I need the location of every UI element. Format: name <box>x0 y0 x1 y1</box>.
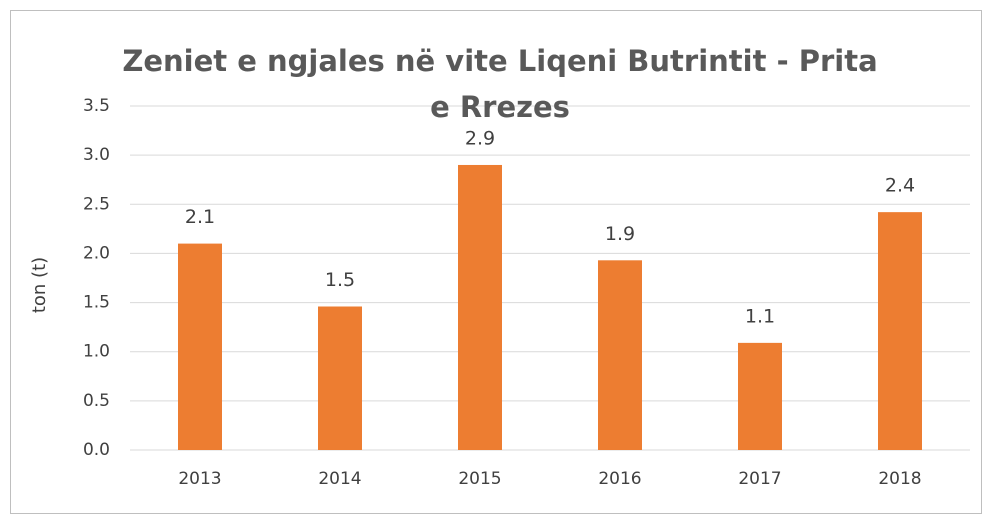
y-axis-label: ton (t) <box>29 257 50 313</box>
data-label: 2.4 <box>885 175 915 197</box>
chart-border <box>10 10 982 514</box>
y-tick-label: 2.0 <box>83 243 110 263</box>
bar <box>738 342 782 450</box>
y-tick-label: 0.5 <box>83 391 110 411</box>
y-tick-label: 3.0 <box>83 145 110 165</box>
bar <box>178 243 222 450</box>
y-tick-label: 1.5 <box>83 293 110 313</box>
y-tick-label: 1.0 <box>83 342 110 362</box>
chart-title: Zeniet e ngjales në vite Liqeni Butrinti… <box>122 44 878 124</box>
x-tick-label: 2014 <box>318 469 361 489</box>
y-tick-label: 2.5 <box>83 194 110 214</box>
bar <box>458 164 502 450</box>
bar <box>878 212 922 450</box>
data-label: 2.1 <box>185 206 215 228</box>
x-tick-label: 2013 <box>178 469 221 489</box>
y-tick-label: 0.0 <box>83 440 110 460</box>
x-tick-label: 2015 <box>458 469 501 489</box>
data-label: 2.9 <box>465 127 495 149</box>
x-tick-label: 2016 <box>598 469 641 489</box>
x-tick-label: 2018 <box>878 469 921 489</box>
x-tick-label: 2017 <box>738 469 781 489</box>
bar <box>318 306 362 450</box>
data-label: 1.5 <box>325 269 355 291</box>
data-label: 1.9 <box>605 223 635 245</box>
data-label: 1.1 <box>745 305 775 327</box>
bar <box>598 260 642 450</box>
y-tick-label: 3.5 <box>83 96 110 116</box>
